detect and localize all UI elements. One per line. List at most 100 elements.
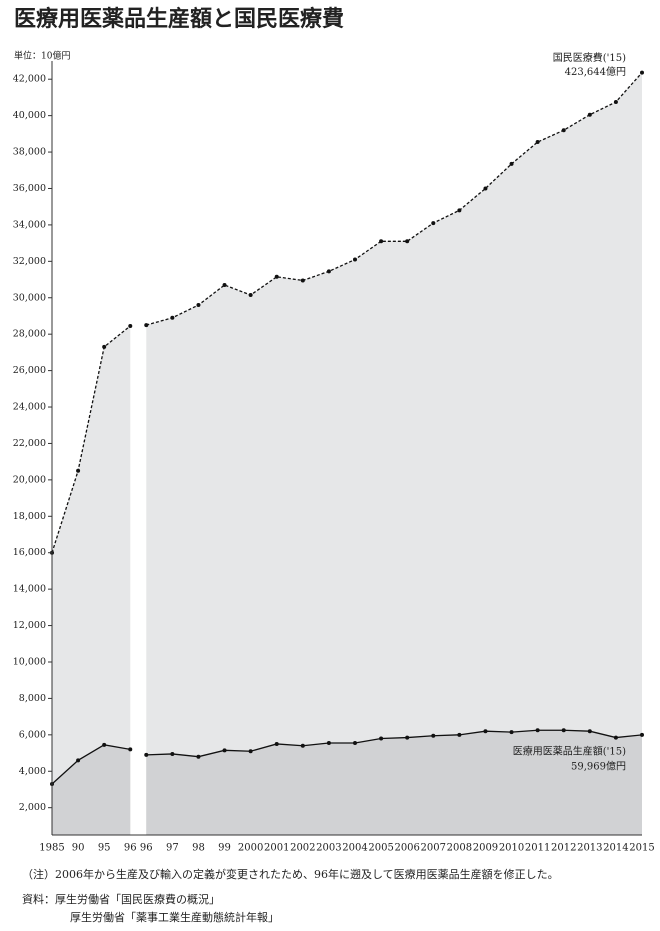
y-tick-label: 34,000	[13, 219, 46, 230]
x-tick-label: 98	[192, 843, 205, 854]
value-label: 423,644億円	[565, 65, 626, 78]
point	[431, 733, 436, 738]
y-tick-label: 20,000	[13, 474, 46, 485]
line	[51, 744, 131, 785]
point	[561, 128, 566, 133]
point	[353, 741, 357, 746]
point	[102, 344, 107, 349]
point	[431, 221, 436, 226]
point	[170, 751, 175, 756]
point	[613, 99, 618, 104]
area	[52, 325, 131, 835]
note: （注）2006年から生産及び輸入の定義が変更されたため、96年に遡及して医療用医…	[22, 867, 559, 881]
y-tick-label: 40,000	[13, 110, 46, 121]
y-tick-label: 26,000	[13, 365, 46, 376]
y-tick-label: 6,000	[19, 729, 46, 740]
area	[146, 730, 643, 835]
x-tick-label: 2005	[368, 843, 393, 854]
source: 厚生労働省「薬事工業生産動態統計年報」	[70, 910, 279, 924]
y-tick-label: 4,000	[19, 766, 46, 777]
point	[274, 741, 279, 746]
y-tick-label: 38,000	[13, 147, 46, 158]
x-tick-label: 2000	[238, 843, 263, 854]
point	[509, 730, 514, 735]
y-tick-label: 12,000	[13, 620, 46, 631]
line	[146, 72, 643, 326]
point	[248, 749, 253, 754]
point	[457, 732, 462, 737]
point	[248, 293, 253, 298]
y-tick-label: 24,000	[13, 402, 46, 413]
point	[379, 239, 384, 244]
area	[146, 72, 643, 836]
point	[102, 742, 107, 747]
chart-title: 医療用医薬品生産額と国民医療費	[14, 6, 344, 32]
point	[379, 736, 384, 741]
x-tick-label: 2001	[264, 843, 289, 854]
x-tick-label: 95	[98, 843, 111, 854]
x-tick-label: 2014	[603, 843, 628, 854]
x-tick-label: 96	[140, 843, 153, 854]
x-tick-label: 2012	[551, 843, 576, 854]
point	[457, 208, 462, 213]
legend-label: 国民医療費('15)	[553, 51, 626, 64]
x-tick-label: 2009	[473, 843, 498, 854]
point	[76, 758, 81, 763]
point	[587, 112, 592, 117]
point	[405, 735, 410, 740]
y-tick-label: 16,000	[13, 547, 46, 558]
point	[76, 468, 81, 473]
x-tick-label: 2004	[342, 843, 367, 854]
x-tick-label: 2007	[421, 843, 446, 854]
y-tick-label: 8,000	[19, 693, 46, 704]
y-tick-label: 22,000	[13, 438, 46, 449]
x-tick-label: 99	[218, 843, 231, 854]
x-tick-label: 2003	[316, 843, 341, 854]
point	[274, 274, 279, 279]
point	[222, 748, 227, 753]
value-label: 59,969億円	[571, 759, 626, 772]
x-tick-label: 96	[124, 843, 137, 854]
x-tick-label: 2011	[525, 843, 550, 854]
y-tick-label: 28,000	[13, 329, 46, 340]
x-tick-label: 2002	[290, 843, 315, 854]
line	[146, 729, 643, 758]
point	[144, 323, 149, 328]
y-tick-label: 18,000	[13, 511, 46, 522]
y-unit: 単位：10億円	[14, 50, 70, 62]
x-tick-label: 2008	[447, 843, 472, 854]
point	[535, 140, 540, 145]
point	[196, 303, 201, 308]
x-tick-label: 97	[166, 843, 179, 854]
point	[326, 269, 331, 274]
point	[509, 161, 514, 166]
x-tick-label: 2006	[394, 843, 419, 854]
y-tick-label: 10,000	[13, 656, 46, 667]
point	[640, 70, 644, 75]
area	[52, 744, 131, 835]
point	[144, 752, 149, 757]
y-tick-label: 36,000	[13, 183, 46, 194]
source: 資料：厚生労働省「国民医療費の概況」	[22, 892, 220, 906]
point	[128, 747, 133, 752]
point	[483, 186, 488, 191]
point	[640, 732, 644, 737]
point	[561, 728, 566, 733]
point	[535, 728, 540, 733]
y-tick-label: 42,000	[13, 74, 46, 85]
x-tick-label: 2010	[499, 843, 524, 854]
x-tick-label: 90	[72, 843, 85, 854]
y-tick-label: 30,000	[13, 292, 46, 303]
point	[587, 729, 592, 734]
point	[483, 729, 488, 734]
point	[326, 741, 331, 746]
x-tick-label: 1985	[39, 843, 64, 854]
point	[128, 323, 133, 328]
x-tick-label: 2013	[577, 843, 602, 854]
point	[196, 754, 201, 759]
y-tick-label: 2,000	[19, 802, 46, 813]
point	[300, 278, 305, 283]
point	[300, 743, 305, 748]
point	[170, 315, 175, 320]
